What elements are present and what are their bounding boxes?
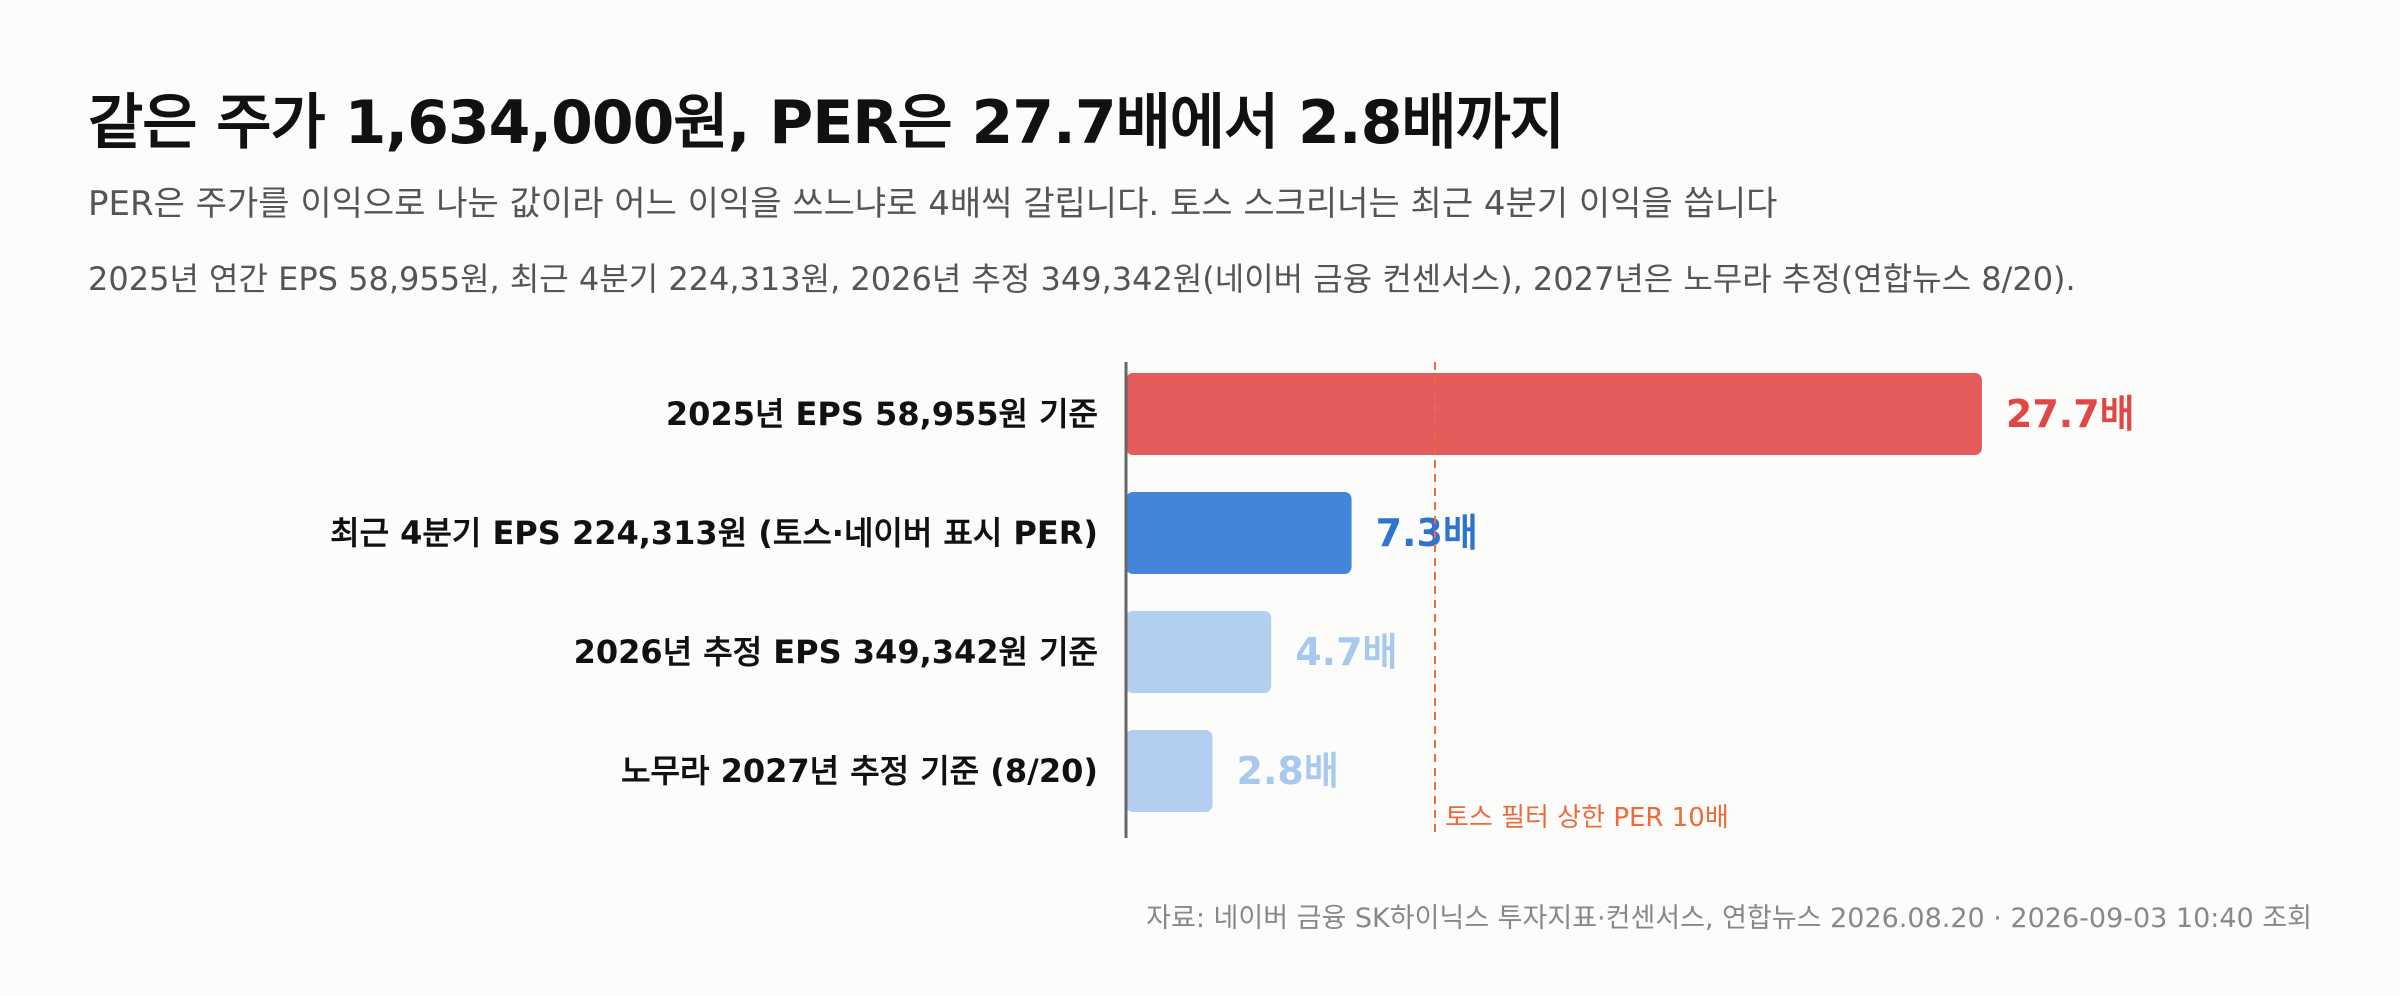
reference-line-label: 토스 필터 상한 PER 10배 bbox=[1445, 803, 1729, 833]
category-label-1: 2025년 EPS 58,955원 기준 bbox=[666, 395, 1098, 433]
value-label-1: 27.7배 bbox=[2006, 392, 2135, 436]
value-label-2: 7.3배 bbox=[1376, 511, 1478, 555]
value-label-3: 4.7배 bbox=[1295, 630, 1397, 674]
chart-subtitle: PER은 주가를 이익으로 나눈 값이라 어느 이익을 쓰느냐로 4배씩 갈립니… bbox=[88, 184, 1778, 224]
source-note: 자료: 네이버 금융 SK하이닉스 투자지표·컨센서스, 연합뉴스 2026.0… bbox=[1146, 903, 2312, 934]
category-label-3: 2026년 추정 EPS 349,342원 기준 bbox=[574, 633, 1098, 671]
category-label-2: 최근 4분기 EPS 224,313원 (토스·네이버 표시 PER) bbox=[330, 514, 1098, 552]
bar-4 bbox=[1126, 730, 1213, 812]
chart-note: 2025년 연간 EPS 58,955원, 최근 4분기 224,313원, 2… bbox=[88, 260, 2076, 298]
chart-title: 같은 주가 1,634,000원, PER은 27.7배에서 2.8배까지 bbox=[88, 88, 1565, 158]
bar-1 bbox=[1126, 373, 1982, 455]
category-label-4: 노무라 2027년 추정 기준 (8/20) bbox=[621, 752, 1098, 790]
bar-2 bbox=[1126, 492, 1352, 574]
value-label-4: 2.8배 bbox=[1237, 749, 1339, 793]
bar-3 bbox=[1126, 611, 1272, 693]
